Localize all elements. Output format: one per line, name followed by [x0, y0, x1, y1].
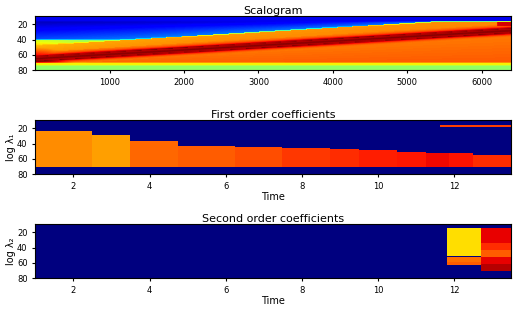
Title: First order coefficients: First order coefficients	[211, 110, 336, 119]
Title: Second order coefficients: Second order coefficients	[202, 213, 344, 224]
Y-axis label: log λ₁: log λ₁	[6, 134, 16, 161]
X-axis label: Time: Time	[262, 296, 285, 306]
Y-axis label: log λ₂: log λ₂	[6, 238, 16, 265]
Title: Scalogram: Scalogram	[244, 6, 303, 16]
X-axis label: Time: Time	[262, 193, 285, 202]
